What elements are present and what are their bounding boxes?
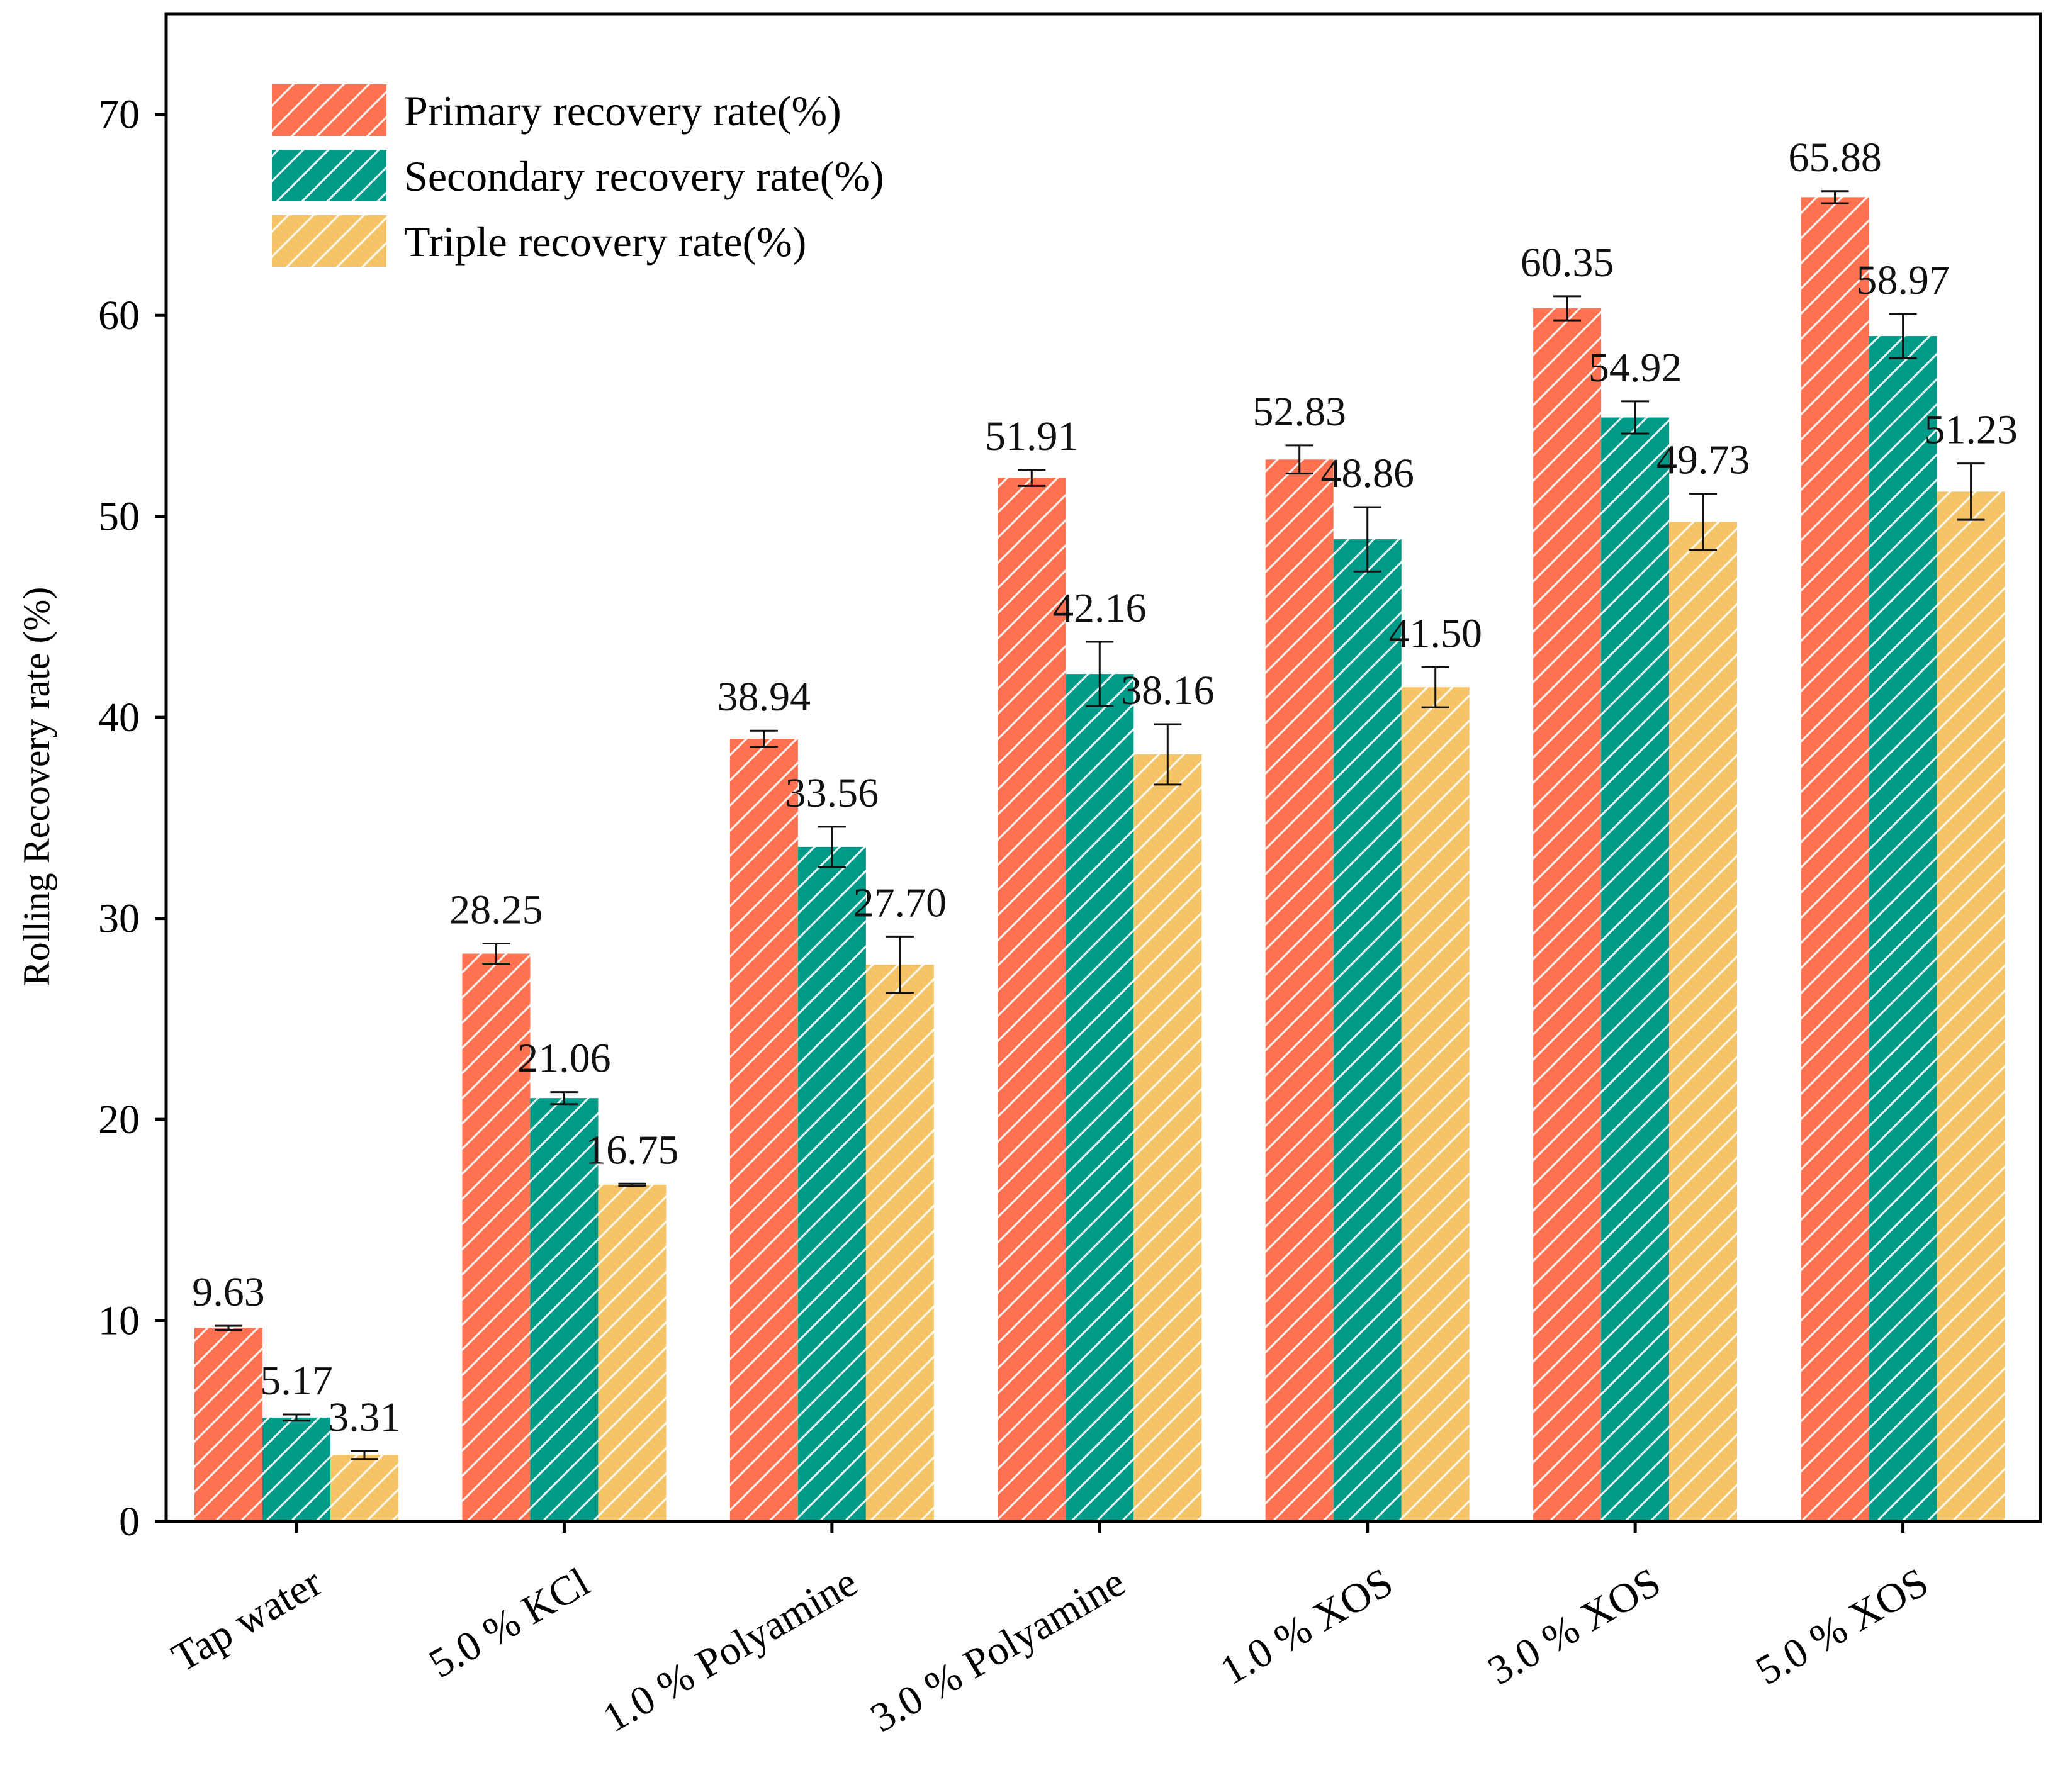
bar-primary-recovery-rate-3-0-polyamine <box>998 478 1066 1521</box>
y-tick-label-20: 20 <box>98 1097 140 1143</box>
value-label-secondary-recovery-rate-5-0-kcl: 21.06 <box>517 1036 611 1082</box>
bar-triple-recovery-rate-tap-water <box>330 1455 398 1521</box>
error-bar-primary-recovery-rate-5-0-xos <box>1821 190 1849 204</box>
error-bar-triple-recovery-rate-tap-water <box>351 1450 378 1460</box>
error-bar-secondary-recovery-rate-5-0-xos <box>1889 313 1917 359</box>
y-tick-label-30: 30 <box>98 896 140 942</box>
error-bar-secondary-recovery-rate-3-0-xos <box>1621 400 1650 435</box>
legend-item-secondary-recovery-rate: Secondary recovery rate(%) <box>272 150 884 201</box>
bar-primary-recovery-rate-5-0-kcl <box>462 953 531 1521</box>
value-label-secondary-recovery-rate-1-0-polyamine: 33.56 <box>785 770 879 816</box>
bar-secondary-recovery-rate-3-0-polyamine <box>1066 674 1134 1521</box>
y-tick-label-60: 60 <box>98 293 140 339</box>
y-tick-label-10: 10 <box>98 1298 140 1344</box>
y-tick-label-40: 40 <box>98 695 140 741</box>
bar-triple-recovery-rate-1-0-polyamine <box>865 965 934 1521</box>
value-label-primary-recovery-rate-1-0-xos: 52.83 <box>1252 389 1346 435</box>
value-label-primary-recovery-rate-3-0-xos: 60.35 <box>1521 240 1614 286</box>
bar-primary-recovery-rate-1-0-xos <box>1265 459 1334 1522</box>
error-bar-triple-recovery-rate-3-0-xos <box>1689 493 1718 551</box>
value-label-triple-recovery-rate-5-0-kcl: 16.75 <box>585 1127 679 1173</box>
bar-triple-recovery-rate-5-0-xos <box>1937 491 2005 1521</box>
value-label-primary-recovery-rate-5-0-kcl: 28.25 <box>449 887 543 933</box>
y-tick-label-50: 50 <box>98 494 140 540</box>
value-label-secondary-recovery-rate-1-0-xos: 48.86 <box>1320 451 1414 496</box>
error-bar-secondary-recovery-rate-3-0-polyamine <box>1086 641 1114 707</box>
value-label-triple-recovery-rate-3-0-polyamine: 38.16 <box>1121 668 1215 714</box>
value-label-secondary-recovery-rate-tap-water: 5.17 <box>260 1358 333 1404</box>
value-labels-layer: 9.63 5.173.31 28.25 21.06 16.75 38.94 33.56 27.… <box>192 135 2018 1440</box>
plot-frame <box>164 12 2042 1523</box>
error-bar-triple-recovery-rate-1-0-xos <box>1421 666 1449 708</box>
legend-label-triple-recovery-rate: Triple recovery rate(%) <box>404 218 806 266</box>
error-bar-triple-recovery-rate-1-0-polyamine <box>886 935 914 994</box>
error-bar-primary-recovery-rate-3-0-polyamine <box>1018 469 1046 487</box>
legend-item-triple-recovery-rate: Triple recovery rate(%) <box>272 215 806 267</box>
legend-swatch-triple-recovery-rate <box>272 215 386 267</box>
bar-triple-recovery-rate-3-0-xos <box>1669 522 1738 1521</box>
bar-secondary-recovery-rate-5-0-kcl <box>530 1098 599 1521</box>
value-label-triple-recovery-rate-1-0-xos: 41.50 <box>1388 610 1482 656</box>
error-bars-layer <box>215 190 1985 1460</box>
error-bar-triple-recovery-rate-5-0-xos <box>1957 462 1985 521</box>
value-label-primary-recovery-rate-tap-water: 9.63 <box>192 1269 265 1315</box>
value-label-primary-recovery-rate-1-0-polyamine: 38.94 <box>717 674 811 720</box>
error-bar-primary-recovery-rate-3-0-xos <box>1553 295 1582 322</box>
bar-secondary-recovery-rate-3-0-xos <box>1601 417 1670 1522</box>
legend-item-primary-recovery-rate: Primary recovery rate(%) <box>272 84 841 136</box>
bar-secondary-recovery-rate-5-0-xos <box>1869 336 1937 1522</box>
y-tick-label-0: 0 <box>119 1499 140 1545</box>
error-bar-primary-recovery-rate-5-0-kcl <box>482 943 510 965</box>
error-bar-primary-recovery-rate-1-0-polyamine <box>750 729 778 748</box>
legend-label-secondary-recovery-rate: Secondary recovery rate(%) <box>404 152 884 200</box>
value-label-triple-recovery-rate-3-0-xos: 49.73 <box>1656 437 1750 483</box>
bar-secondary-recovery-rate-1-0-polyamine <box>797 846 866 1521</box>
error-bar-secondary-recovery-rate-1-0-polyamine <box>818 826 846 868</box>
error-bar-secondary-recovery-rate-1-0-xos <box>1353 506 1381 573</box>
value-label-secondary-recovery-rate-5-0-xos: 58.97 <box>1856 257 1950 303</box>
legend-label-primary-recovery-rate: Primary recovery rate(%) <box>404 87 841 135</box>
error-bar-triple-recovery-rate-5-0-kcl <box>618 1182 646 1187</box>
error-bar-secondary-recovery-rate-5-0-kcl <box>550 1091 578 1106</box>
value-label-primary-recovery-rate-3-0-polyamine: 51.91 <box>985 413 1079 459</box>
value-label-primary-recovery-rate-5-0-xos: 65.88 <box>1788 135 1882 181</box>
legend: Primary recovery rate(%) Secondary recove… <box>272 84 884 267</box>
error-bar-triple-recovery-rate-3-0-polyamine <box>1154 723 1182 786</box>
legend-swatch-primary-recovery-rate <box>272 84 386 136</box>
value-label-triple-recovery-rate-tap-water: 3.31 <box>328 1394 401 1440</box>
bar-primary-recovery-rate-tap-water <box>194 1328 262 1521</box>
legend-swatch-secondary-recovery-rate <box>272 150 386 201</box>
bar-primary-recovery-rate-1-0-polyamine <box>729 738 798 1521</box>
bar-secondary-recovery-rate-tap-water <box>262 1417 330 1521</box>
bars-layer <box>194 197 2005 1522</box>
value-label-triple-recovery-rate-1-0-polyamine: 27.70 <box>853 880 947 926</box>
y-tick-label-70: 70 <box>98 92 140 138</box>
value-label-secondary-recovery-rate-3-0-polyamine: 42.16 <box>1053 585 1147 631</box>
error-bar-primary-recovery-rate-tap-water <box>215 1324 242 1331</box>
bar-primary-recovery-rate-5-0-xos <box>1801 197 1869 1522</box>
bar-triple-recovery-rate-1-0-xos <box>1401 687 1470 1521</box>
bar-secondary-recovery-rate-1-0-xos <box>1333 539 1402 1521</box>
y-axis-title: Rolling Recovery rate (%) <box>16 587 57 987</box>
error-bar-secondary-recovery-rate-tap-water <box>283 1413 310 1422</box>
value-label-secondary-recovery-rate-3-0-xos: 54.92 <box>1589 345 1682 391</box>
value-label-triple-recovery-rate-5-0-xos: 51.23 <box>1924 407 2018 453</box>
bar-primary-recovery-rate-3-0-xos <box>1533 308 1602 1521</box>
bar-triple-recovery-rate-3-0-polyamine <box>1133 754 1202 1521</box>
bar-triple-recovery-rate-5-0-kcl <box>598 1184 667 1521</box>
error-bar-primary-recovery-rate-1-0-xos <box>1285 444 1313 475</box>
